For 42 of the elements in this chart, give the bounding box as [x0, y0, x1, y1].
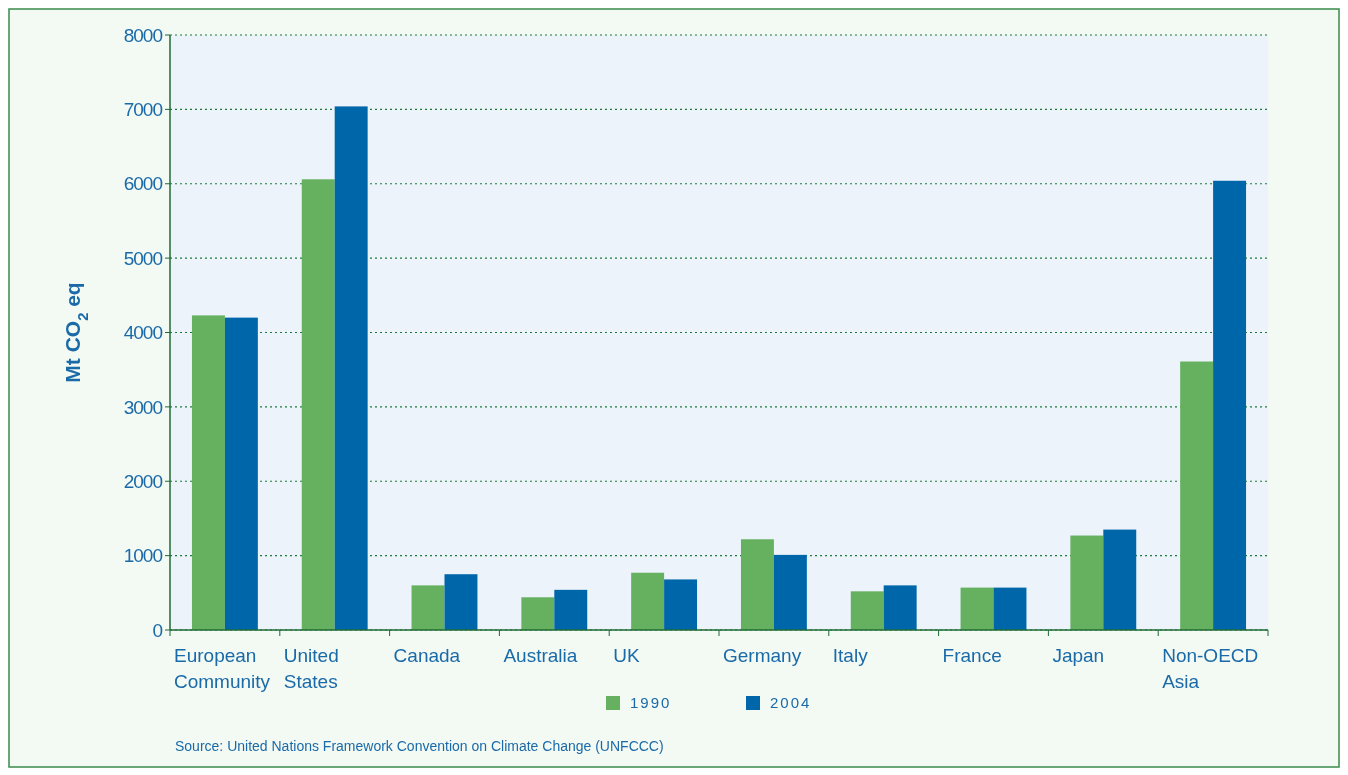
- bar: [521, 597, 555, 630]
- x-tick-label: Germany: [723, 645, 802, 666]
- bar: [334, 106, 368, 630]
- bar: [224, 317, 258, 630]
- bar: [554, 589, 588, 630]
- y-tick-label: 4000: [123, 322, 163, 344]
- legend-label: 2004: [770, 694, 812, 711]
- y-tick-label: 3000: [123, 396, 163, 418]
- bar: [1070, 535, 1104, 630]
- bar: [993, 587, 1027, 630]
- y-tick-label: 2000: [123, 470, 163, 492]
- y-tick-label: 6000: [123, 173, 163, 195]
- x-tick-label: Canada: [393, 645, 461, 666]
- y-tick-label: 8000: [123, 24, 163, 46]
- bar: [960, 587, 994, 630]
- bar: [301, 179, 335, 630]
- y-tick-label: 0: [152, 619, 163, 641]
- bar: [883, 585, 917, 630]
- bar: [773, 554, 807, 630]
- bar: [1213, 180, 1247, 630]
- x-tick-label: France: [942, 645, 1002, 666]
- y-tick-label: 5000: [123, 247, 163, 269]
- bar: [740, 539, 774, 630]
- x-tick-label: Australia: [503, 645, 578, 666]
- x-tick-label: United States: [283, 645, 339, 692]
- bar: [850, 591, 884, 630]
- x-tick-label: Non-OECD Asia: [1162, 645, 1259, 692]
- bar: [1180, 361, 1214, 630]
- bar: [191, 315, 225, 630]
- source-note: Source: United Nations Framework Convention on Climate Change (UNFCCC): [175, 738, 664, 754]
- x-tick-label: European Community: [174, 645, 271, 692]
- bar: [631, 572, 665, 630]
- bar: [664, 579, 698, 630]
- y-tick-label: 1000: [123, 545, 163, 567]
- bar: [444, 574, 478, 630]
- bar: [1103, 529, 1137, 630]
- bar: [411, 585, 445, 630]
- y-tick-label: 7000: [123, 99, 163, 121]
- x-tick-label: Japan: [1052, 645, 1105, 666]
- legend-label: 1990: [630, 694, 672, 711]
- x-tick-label: Italy: [832, 645, 869, 666]
- x-tick-label: UK: [613, 645, 640, 666]
